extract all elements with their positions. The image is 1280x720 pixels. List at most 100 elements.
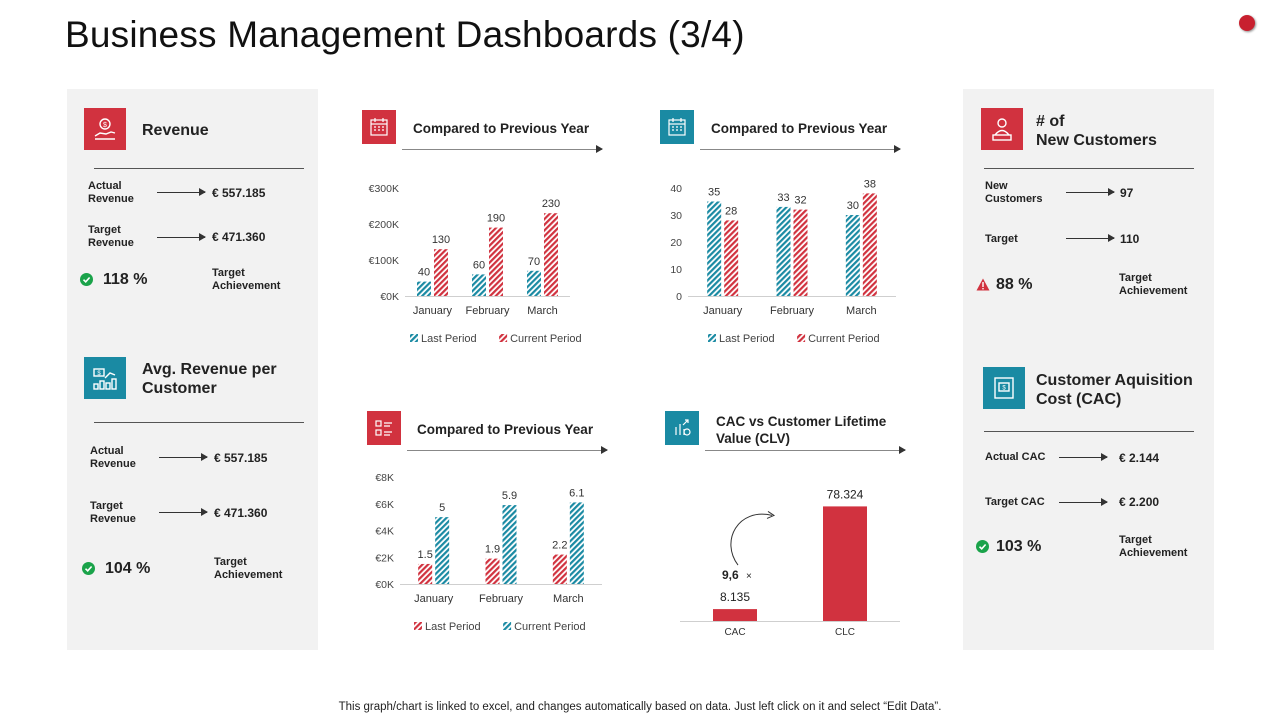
chart1-title: Compared to Previous Year (413, 121, 590, 136)
page-title: Business Management Dashboards (3/4) (65, 14, 745, 55)
arrow-icon (1066, 234, 1115, 242)
arrow-icon (157, 233, 206, 241)
avg-revenue-achievement-pct: 104 % (105, 560, 151, 577)
chart4-title-arrow-icon (705, 446, 906, 454)
avg-revenue-target-label: Target Revenue (90, 500, 136, 525)
x-tick-label: January (413, 305, 453, 317)
ratio-label: 9,6 (722, 568, 739, 582)
revenue-target-label: Target Revenue (88, 224, 134, 249)
revenue-target-value: € 471.360 (212, 230, 266, 244)
legend-label: Current Period (514, 621, 586, 633)
bar-last-period (418, 563, 433, 584)
bar-last-period (472, 274, 486, 296)
cac-title: Customer Aquisition Cost (CAC) (1036, 372, 1193, 408)
data-label: 38 (864, 178, 876, 190)
check-circle-icon (976, 540, 989, 553)
y-tick-label: €200K (369, 219, 399, 231)
ratio-arrowhead-icon (766, 510, 776, 519)
cac-icon: $ (983, 367, 1025, 409)
data-label: 33 (777, 192, 789, 204)
y-tick-label: 20 (670, 237, 682, 249)
chart1-plot: €0K €100K €200K €300K January 40 130 February 60… (369, 183, 582, 345)
data-label: 230 (542, 198, 560, 210)
arrow-icon (159, 508, 208, 516)
chart2-title-arrow-icon (700, 145, 901, 153)
revenue-title: Revenue (142, 122, 209, 139)
bar-current-period (569, 502, 584, 584)
x-tick-label: March (527, 305, 558, 317)
avg-revenue-actual-label: Actual Revenue (90, 445, 136, 470)
new-customers-icon (981, 108, 1023, 150)
y-tick-label: 0 (676, 291, 682, 303)
arrow-icon (1066, 188, 1115, 196)
revenue-divider (94, 168, 304, 169)
data-label: 78.324 (827, 487, 864, 501)
data-label: 70 (528, 256, 540, 268)
corner-dot-icon (1239, 15, 1255, 31)
chart2-plot: 0 10 20 30 40 January 35 28 February 33 32 March 30 3… (670, 178, 896, 345)
avg-revenue-target-value: € 471.360 (214, 506, 268, 520)
data-label: 30 (847, 200, 859, 212)
data-label: 28 (725, 205, 737, 217)
calendar-icon (660, 110, 694, 144)
new-customers-divider (984, 168, 1194, 169)
new-customers-title-line1: # of (1036, 113, 1065, 130)
bar-current-period (862, 193, 877, 296)
y-tick-label: €0K (380, 291, 399, 303)
bar-current-period (435, 517, 450, 584)
check-circle-icon (82, 562, 95, 575)
footer-note: This graph/chart is linked to excel, and… (338, 701, 942, 713)
data-label: 40 (418, 267, 430, 279)
arrow-icon (1059, 498, 1108, 506)
chart4-title: CAC vs Customer Lifetime Value (CLV) (716, 414, 887, 446)
x-tick-label: January (414, 593, 454, 605)
y-tick-label: 10 (670, 264, 682, 276)
ratio-arrow (730, 513, 773, 566)
y-tick-label: €6K (375, 499, 394, 511)
cac-target-label: Target CAC (985, 496, 1045, 508)
chart1-title-arrow-icon (402, 145, 603, 153)
bar-current-period (544, 213, 558, 296)
cac-actual-value: € 2.144 (1119, 451, 1160, 465)
bar-last-period (707, 201, 722, 296)
bar-last-period (417, 281, 431, 296)
warning-icon (976, 278, 990, 291)
legend-swatch (499, 334, 508, 342)
new-customers-target-value: 110 (1120, 232, 1140, 246)
bar-last-period (776, 206, 791, 296)
cac-actual-label: Actual CAC (985, 451, 1046, 463)
svg-text:$: $ (1002, 386, 1006, 392)
bar-clc (823, 506, 867, 621)
bar-last-period (845, 215, 860, 296)
x-tick-label: March (846, 305, 877, 317)
data-label: 32 (794, 195, 806, 207)
bar-cac (713, 609, 757, 621)
y-tick-label: 30 (670, 210, 682, 222)
ratio-multiplier: × (746, 571, 752, 582)
checklist-icon (367, 411, 401, 445)
y-tick-label: €4K (375, 526, 394, 538)
bar-current-period (489, 227, 503, 296)
y-tick-label: €2K (375, 552, 394, 564)
avg-revenue-title: Avg. Revenue per Customer (142, 361, 277, 397)
bar-current-period (502, 505, 517, 584)
bar-current-period (724, 220, 739, 296)
data-label: 60 (473, 259, 485, 271)
y-tick-label: €0K (375, 579, 394, 591)
data-label: 1.5 (418, 549, 433, 561)
y-tick-label: €100K (369, 255, 399, 267)
new-customers-title-line2: New Customers (1036, 132, 1157, 149)
check-circle-icon (80, 273, 93, 286)
bar-last-period (552, 554, 567, 584)
x-tick-label: March (553, 593, 584, 605)
chart3-title: Compared to Previous Year (417, 422, 594, 437)
legend-label: Last Period (719, 333, 775, 345)
svg-text:$: $ (97, 371, 101, 377)
x-tick-label: February (479, 593, 524, 605)
bar-current-period (793, 209, 808, 296)
chart3-title-arrow-icon (407, 446, 608, 454)
bar-last-period (485, 558, 500, 584)
legend-swatch (503, 622, 512, 630)
new-customers-achievement-label: Target Achievement (1119, 272, 1188, 297)
data-label: 190 (487, 213, 505, 225)
